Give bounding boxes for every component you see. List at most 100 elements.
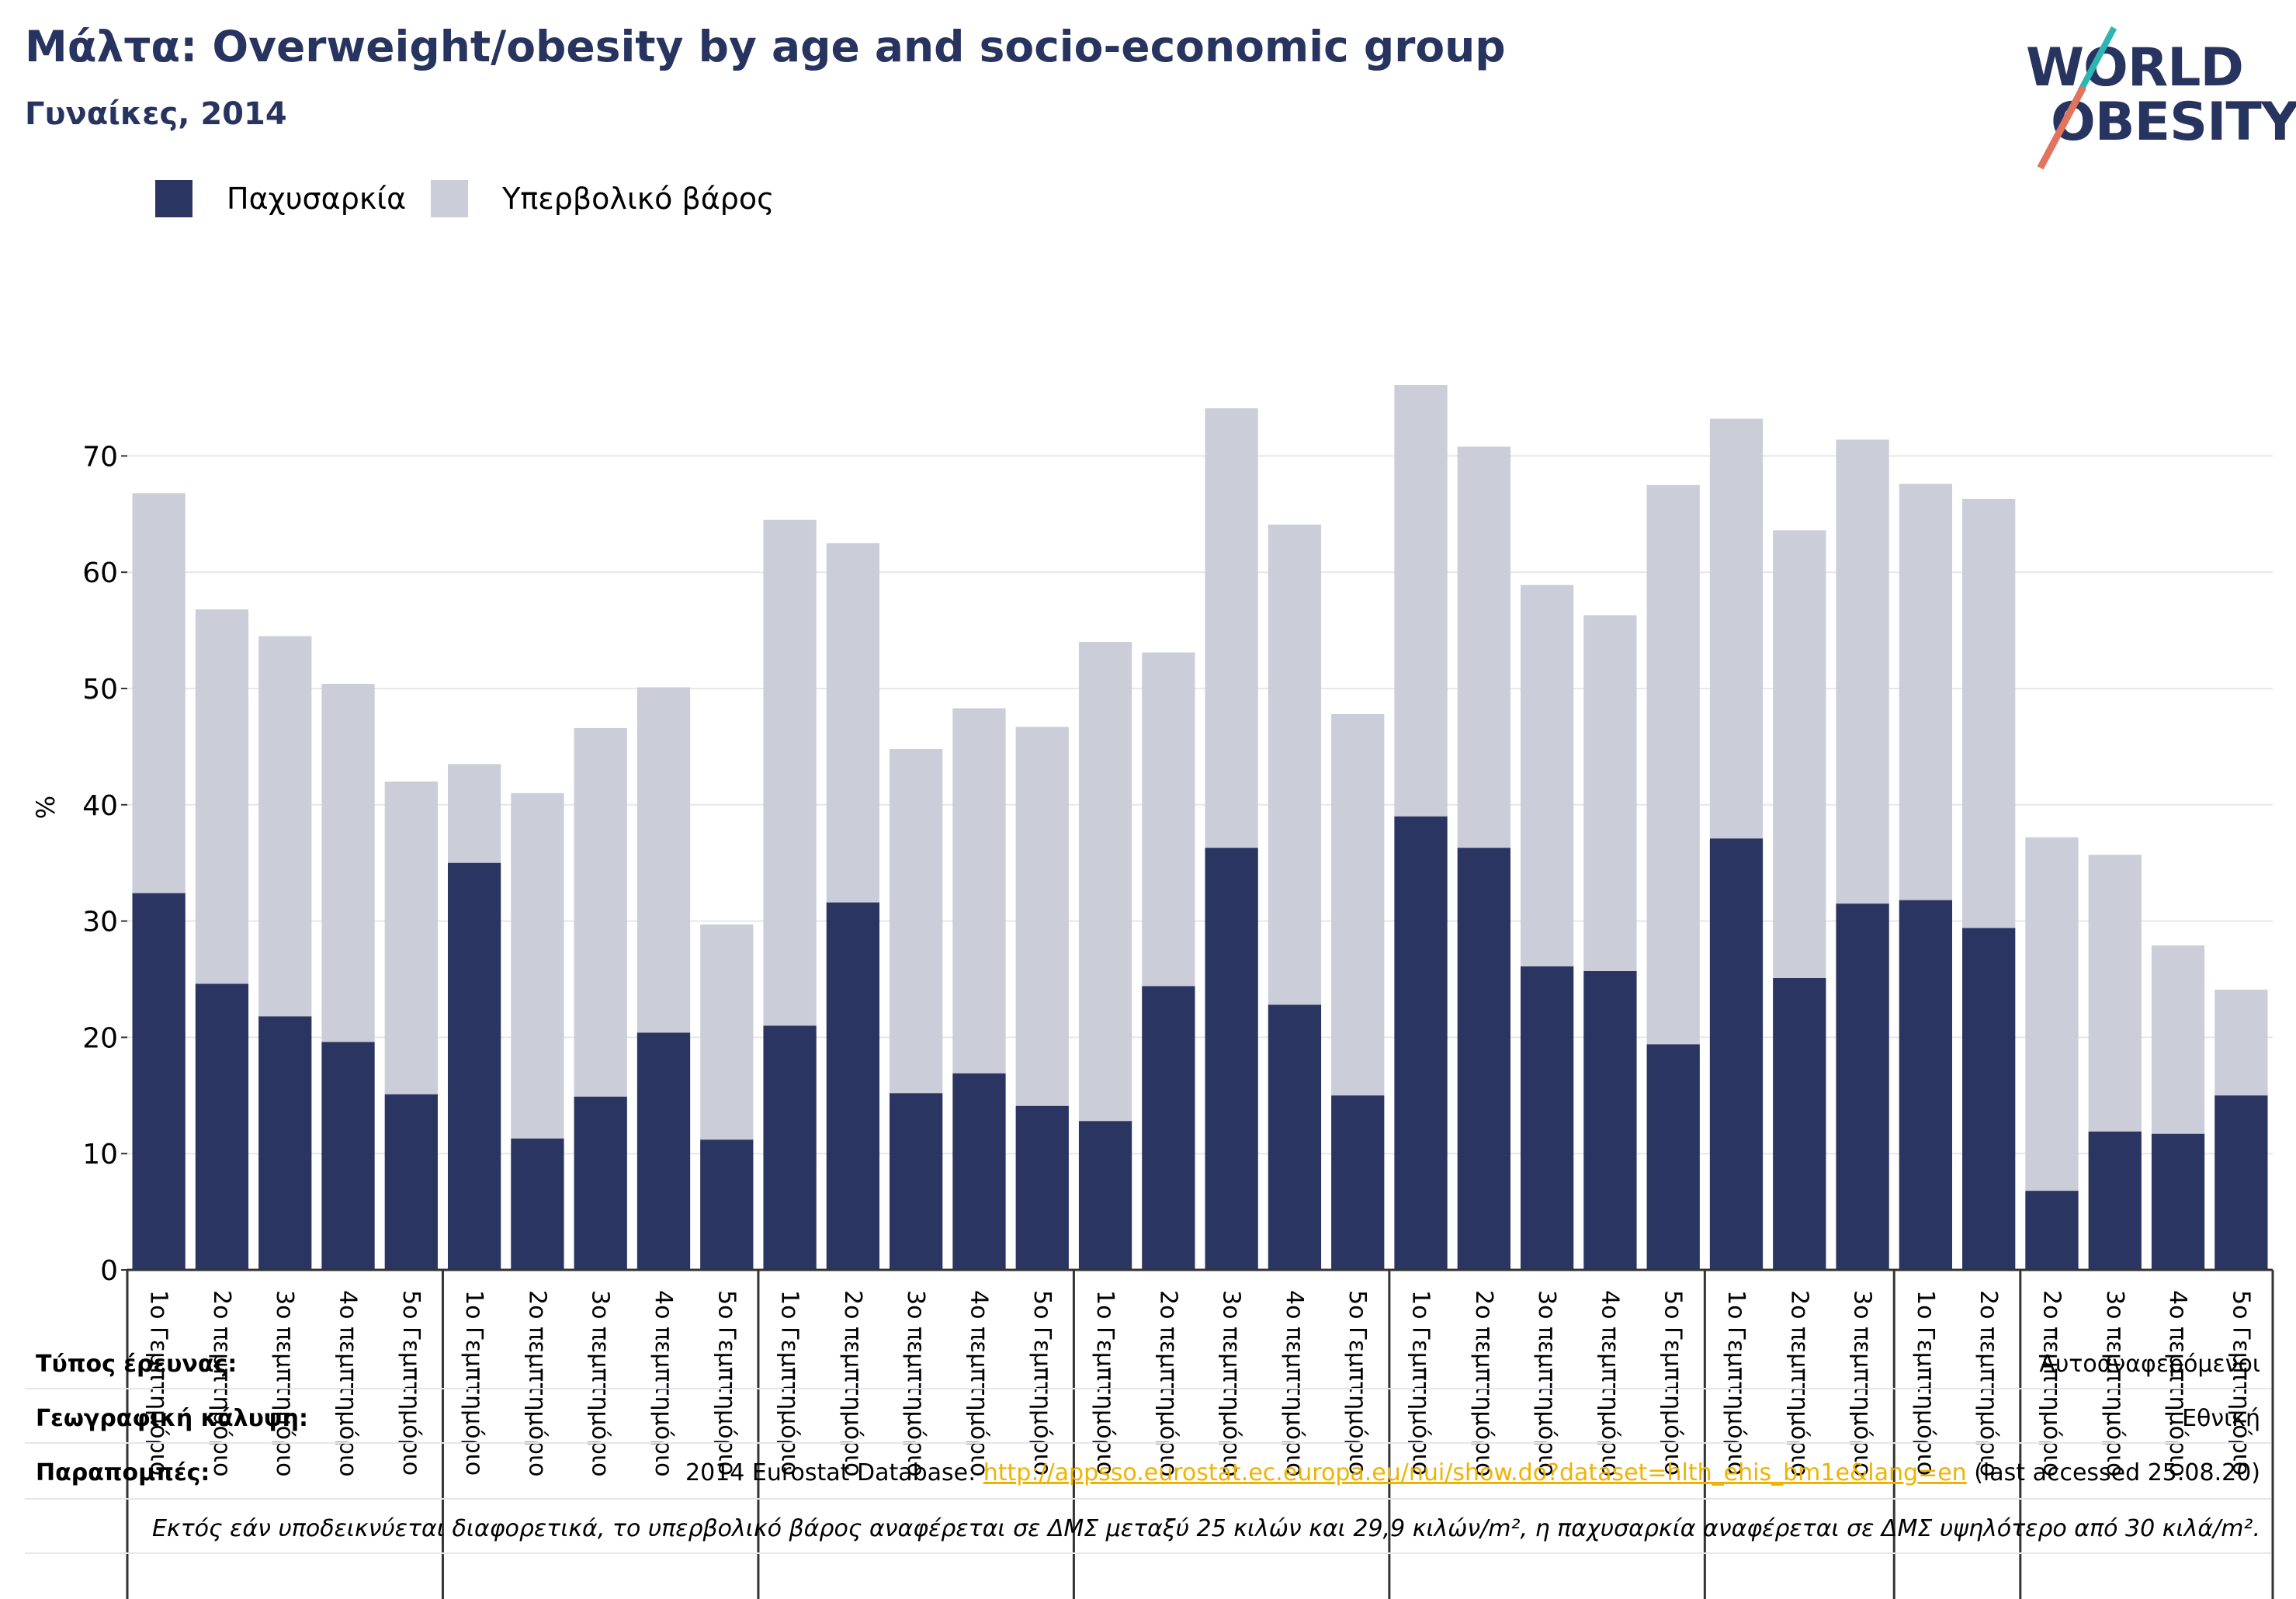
legend-swatch-obesity [155,180,192,217]
bar-obesity [2151,1133,2205,1270]
bar-obesity [511,1138,564,1270]
bar-obesity [132,893,186,1270]
meta-divider [25,1552,2271,1554]
x-tick-label: 1ο Γεμπτημόριο [1722,1290,1750,1476]
meta-note: Εκτός εάν υποδεικνύεται διαφορετικά, το … [0,1504,2296,1559]
bar-obesity [321,1042,375,1270]
bar-overweight [258,636,312,1017]
bar-obesity [890,1093,943,1270]
bar-overweight [1394,385,1448,817]
x-tick-label: 1ο Γεμπτημόριο [1091,1290,1119,1476]
y-tick-label: 40 [82,790,118,822]
bar-overweight [1899,484,1953,900]
bar-obesity [952,1073,1006,1270]
bar-overweight [2151,945,2205,1134]
legend-item-obesity[interactable]: Παχυσαρκία [155,180,406,217]
bar-obesity [195,983,249,1270]
bar-overweight [826,543,880,903]
x-tick-label: 4ο πεμπτημόριο [335,1290,362,1476]
bar-obesity [1836,904,1889,1270]
y-tick-label: 10 [82,1139,118,1171]
x-tick-label: 3ο πεμπτημόριο [1849,1290,1876,1476]
bar-obesity [2214,1095,2268,1270]
coverage-label: Γεωγραφική κάλυψη: [36,1405,309,1432]
bar-obesity [763,1025,817,1270]
references-value: 2014 Eurostat Database: http://appsso.eu… [685,1459,2260,1486]
x-tick-label: 5ο Γεμπτημόριο [2227,1290,2254,1476]
x-tick-label: 5ο Γεμπτημόριο [1028,1290,1056,1476]
x-tick-label: 3ο πεμπτημόριο [2101,1290,2128,1476]
coverage-value: Εθνική [2182,1405,2260,1432]
bar-overweight [763,519,817,1026]
meta-divider [25,1388,2271,1389]
legend-item-overweight[interactable]: Υπερβολικό βάρος [431,180,774,217]
bar-obesity [1709,838,1764,1270]
bar-obesity [447,862,501,1270]
bar-overweight [195,609,249,984]
y-tick-label: 50 [82,674,118,706]
x-tick-label: 2ο πεμπτημόριο [523,1290,550,1476]
x-tick-label: 5ο Γεμπτημόριο [1344,1290,1371,1476]
x-tick-label: 1ο Γεμπτημόριο [1407,1290,1434,1476]
references-suffix: (last accessed 25.08.20) [1966,1459,2260,1486]
x-tick-label: 2ο πεμπτημόριο [1975,1290,2002,1476]
x-tick-label: 4ο πεμπτημόριο [965,1290,992,1476]
x-tick-label: 2ο πεμπτημόριο [1154,1290,1181,1476]
bar-obesity [258,1016,312,1270]
meta-references: Παραπομπές: 2014 Eurostat Database: http… [0,1448,2296,1503]
bar-obesity [1268,1004,1322,1270]
x-tick-label: 4ο πεμπτημόριο [650,1290,677,1476]
survey-type-value: Αυτοαναφερόμενοι [2039,1351,2260,1378]
bar-obesity [1962,928,2016,1270]
bar-overweight [384,781,438,1094]
x-tick-label: 1ο Γεμπτημόριο [1912,1290,1939,1476]
bar-overweight [2025,837,2079,1191]
bar-overweight [1646,484,1700,1045]
bar-overweight [1962,498,2016,928]
x-tick-label: 1ο Γεμπτημόριο [145,1290,172,1476]
y-tick-label: 70 [82,441,118,473]
bar-obesity [2088,1131,2142,1270]
bar-overweight [1583,615,1637,972]
bar-overweight [636,687,691,1033]
bar-obesity [1899,900,1953,1270]
bar-obesity [384,1094,438,1270]
chart-subtitle: Γυναίκες, 2014 [25,96,287,132]
bar-overweight [1520,584,1574,967]
bar-overweight [1331,713,1385,1096]
references-label: Παραπομπές: [36,1459,210,1486]
y-tick-label: 30 [82,907,118,938]
x-tick-label: 5ο Γεμπτημόριο [397,1290,425,1476]
x-tick-label: 2ο πεμπτημόριο [1785,1290,1812,1476]
bar-obesity [826,902,880,1270]
bar-overweight [511,793,564,1139]
bar-overweight [574,727,627,1097]
bar-obesity [1457,848,1510,1270]
x-tick-label: 5ο Γεμπτημόριο [713,1290,740,1476]
references-link[interactable]: http://appsso.eurostat.ec.europa.eu/nui/… [983,1459,1967,1486]
bar-overweight [1773,530,1826,979]
x-tick-label: 4ο πεμπτημόριο [1596,1290,1623,1476]
meta-divider [25,1498,2271,1500]
bar-obesity [1078,1121,1132,1270]
bar-obesity [574,1096,627,1270]
bar-overweight [890,748,943,1094]
y-tick-label: 20 [82,1022,118,1054]
chart-title: Μάλτα: Overweight/obesity by age and soc… [25,22,1506,71]
bar-obesity [1646,1044,1700,1270]
bar-overweight [2088,855,2142,1132]
bar-overweight [1709,418,1764,839]
legend: Παχυσαρκία Υπερβολικό βάρος [155,177,799,220]
x-tick-label: 1ο Γεμπτημόριο [460,1290,487,1476]
x-tick-label: 2ο πεμπτημόριο [208,1290,235,1476]
bar-obesity [636,1032,691,1270]
legend-label-overweight: Υπερβολικό βάρος [502,182,775,216]
bar-obesity [1205,848,1258,1270]
legend-label-obesity: Παχυσαρκία [227,182,407,216]
bar-obesity [1015,1105,1069,1270]
meta-survey-type: Τύπος έρευνας: Αυτοαναφερόμενοι [0,1340,2296,1394]
bar-overweight [1268,524,1322,1005]
x-tick-label: 4ο πεμπτημόριο [2164,1290,2191,1476]
y-tick-label: 0 [100,1255,118,1287]
